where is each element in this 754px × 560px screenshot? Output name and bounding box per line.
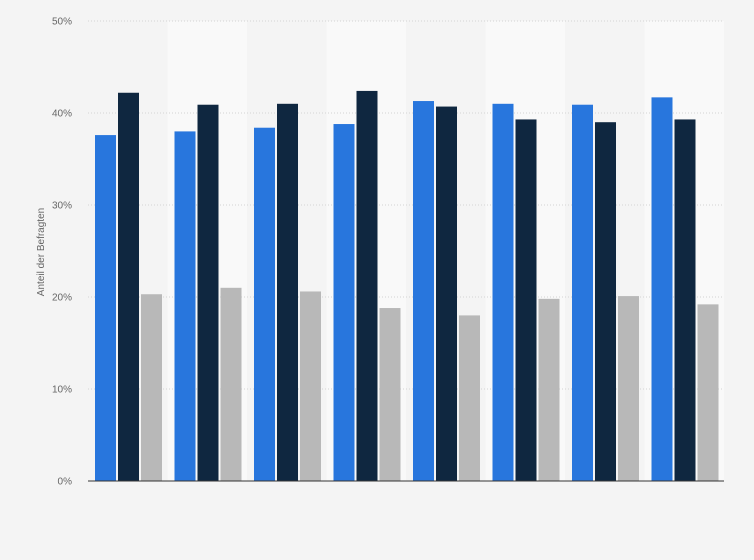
bar-series-1[interactable] xyxy=(492,103,514,482)
bar-series-2[interactable] xyxy=(436,106,457,481)
bar-series-3[interactable] xyxy=(300,291,321,481)
bar-series-3[interactable] xyxy=(538,298,560,481)
axes: 0% 10% 20% 30% 40% 50% xyxy=(52,17,724,488)
bar-series-2[interactable] xyxy=(118,92,139,481)
y-axis-title: Anteil der Befragten xyxy=(36,208,47,296)
bar-series-1[interactable] xyxy=(95,135,116,481)
bar-series-1[interactable] xyxy=(174,131,196,481)
bar-series-2[interactable] xyxy=(515,119,537,481)
bar-series-1[interactable] xyxy=(413,101,434,481)
bar-series-2[interactable] xyxy=(595,122,616,481)
bar-series-2[interactable] xyxy=(356,90,378,482)
bars xyxy=(95,90,719,482)
bar-series-3[interactable] xyxy=(379,308,401,481)
bar-series-1[interactable] xyxy=(333,124,355,481)
bar-series-3[interactable] xyxy=(459,315,480,481)
bar-series-2[interactable] xyxy=(277,103,298,482)
bar-series-3[interactable] xyxy=(697,304,719,481)
bar-series-2[interactable] xyxy=(674,119,696,481)
bar-series-3[interactable] xyxy=(220,287,242,481)
y-tick-label: 40% xyxy=(52,109,72,120)
y-tick-label: 0% xyxy=(58,477,73,488)
bar-series-1[interactable] xyxy=(254,127,275,481)
bar-series-1[interactable] xyxy=(651,97,673,482)
bar-series-3[interactable] xyxy=(141,294,162,481)
bar-series-3[interactable] xyxy=(618,296,639,481)
bar-series-2[interactable] xyxy=(197,104,219,481)
y-tick-label: 30% xyxy=(52,201,72,212)
y-tick-label: 20% xyxy=(52,293,72,304)
bar-series-1[interactable] xyxy=(572,104,593,481)
y-tick-label: 10% xyxy=(52,385,72,396)
y-tick-label: 50% xyxy=(52,17,72,28)
